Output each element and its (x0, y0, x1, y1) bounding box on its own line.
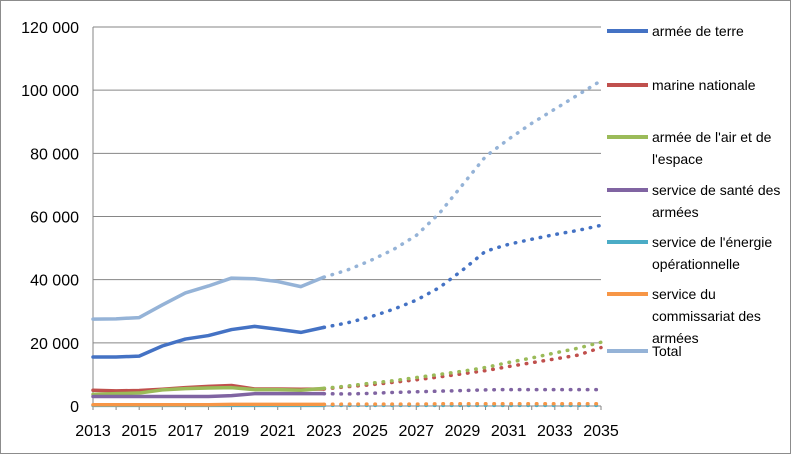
legend-label: armée de l'air et de (652, 129, 772, 145)
legend-entry: service de l'énergie opérationnelle (607, 234, 772, 272)
x-tick-label: 2013 (75, 423, 111, 440)
x-tick-label: 2033 (537, 423, 573, 440)
x-tick-label: 2025 (352, 423, 388, 440)
legend-entry: service de santé des armées (607, 182, 780, 220)
x-tick-label: 2017 (168, 423, 204, 440)
axes: 0 20 000 40 000 60 000 80 000 100 000 120 000 2… (21, 20, 619, 440)
series-line-dotted (324, 342, 601, 388)
legend-label: l'espace (652, 151, 703, 167)
series-arm-e-de-terre (93, 225, 601, 357)
series-line-solid (93, 326, 324, 357)
series-service-du-commissariat-des-arm-es (93, 404, 601, 405)
x-tick-label: 2021 (260, 423, 296, 440)
legend-entry: Total (607, 343, 682, 359)
series-line-solid (93, 277, 324, 319)
gridlines (93, 27, 601, 343)
series-line-dotted (324, 390, 601, 394)
legend-label: service de santé des (652, 182, 780, 198)
y-tick-label: 0 (70, 399, 79, 416)
legend-label: armées (652, 204, 699, 220)
y-tick-label: 20 000 (30, 336, 79, 353)
series-arm-e-de-l-air-et-de-l-espace (93, 342, 601, 394)
legend-entry: armée de terre (607, 23, 744, 39)
legend-label: Total (652, 343, 682, 359)
legend-entry: marine nationale (607, 77, 756, 93)
legend-label: commissariat des (652, 308, 761, 324)
legend-label: service du (652, 286, 716, 302)
y-tick-label: 80 000 (30, 146, 79, 163)
legend-label: marine nationale (652, 77, 756, 93)
y-tick-label: 60 000 (30, 210, 79, 227)
legend-label: armée de terre (652, 23, 744, 39)
series-total (93, 81, 601, 319)
legend-label: opérationnelle (652, 256, 740, 272)
series-line-dotted (324, 404, 601, 405)
y-tick-label: 40 000 (30, 273, 79, 290)
y-tick-label: 100 000 (21, 83, 79, 100)
legend: armée de terre marine nationale armée de l… (607, 23, 780, 359)
x-tick-label: 2027 (398, 423, 434, 440)
x-tick-label: 2035 (583, 423, 619, 440)
series-line-dotted (324, 225, 601, 327)
x-tick-label: 2023 (306, 423, 342, 440)
legend-entry: armée de l'air et de l'espace (607, 129, 772, 167)
x-tick-label: 2031 (491, 423, 527, 440)
x-tick-label: 2019 (214, 423, 250, 440)
legend-label: service de l'énergie (652, 234, 772, 250)
x-tick-label: 2029 (445, 423, 481, 440)
series-line-dotted (324, 81, 601, 277)
series-marine-nationale (93, 348, 601, 391)
series-lines (93, 81, 601, 406)
x-tick-label: 2015 (121, 423, 157, 440)
y-tick-label: 120 000 (21, 20, 79, 37)
